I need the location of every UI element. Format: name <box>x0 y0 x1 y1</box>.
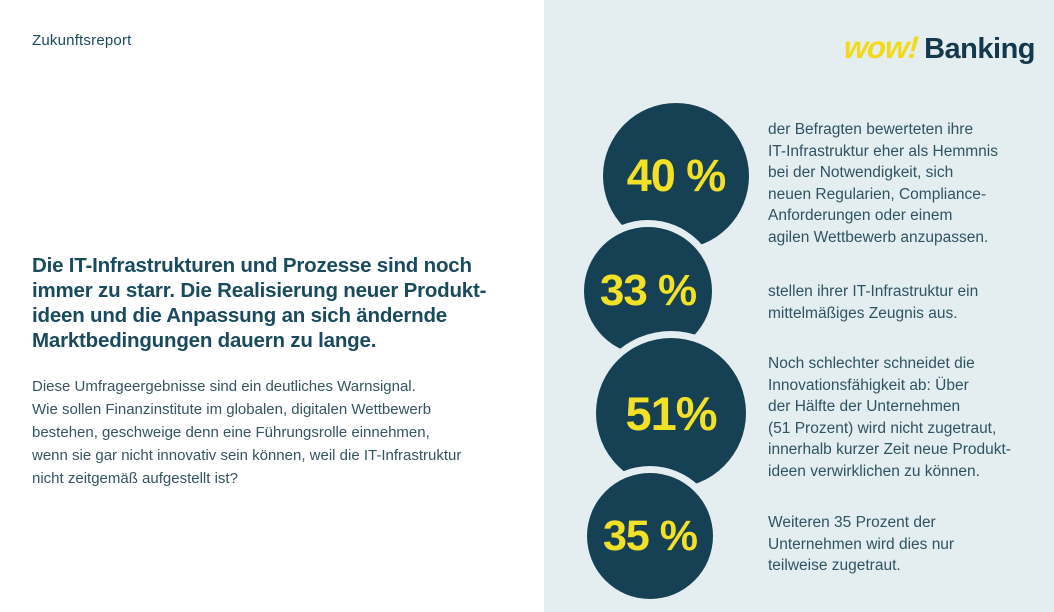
page-headline: Die IT-Infrastrukturen und Prozesse sind… <box>32 254 487 352</box>
brand-logo: wow! Banking <box>842 30 1035 66</box>
stat-circle-33-percent: 33 % <box>584 227 712 355</box>
stat-value: 51% <box>625 386 717 440</box>
stat-description-40-percent: der Befragten bewerteten ihre IT-Infrast… <box>768 121 998 246</box>
stat-value: 35 % <box>602 511 698 560</box>
stat-value: 40 % <box>626 150 727 201</box>
logo-wow-wordmark: wow! <box>842 30 919 65</box>
logo-banking-wordmark: Banking <box>924 33 1035 65</box>
stat-circle-35-percent: 35 % <box>587 473 713 599</box>
report-eyebrow: Zukunftsreport <box>32 32 132 49</box>
stat-circle-40-percent: 40 % <box>603 103 749 249</box>
body-paragraph: Diese Umfrageergebnisse sind ein deutlic… <box>32 378 462 487</box>
stat-description-51-percent: Noch schlechter schneidet die Innovation… <box>768 355 1011 480</box>
stat-circle-51-percent: 51% <box>596 338 746 488</box>
stat-value: 33 % <box>599 266 697 315</box>
stat-description-33-percent: stellen ihrer IT-Infrastruktur ein mitte… <box>768 283 979 322</box>
stat-description-35-percent: Weiteren 35 Prozent der Unternehmen wird… <box>768 514 955 574</box>
